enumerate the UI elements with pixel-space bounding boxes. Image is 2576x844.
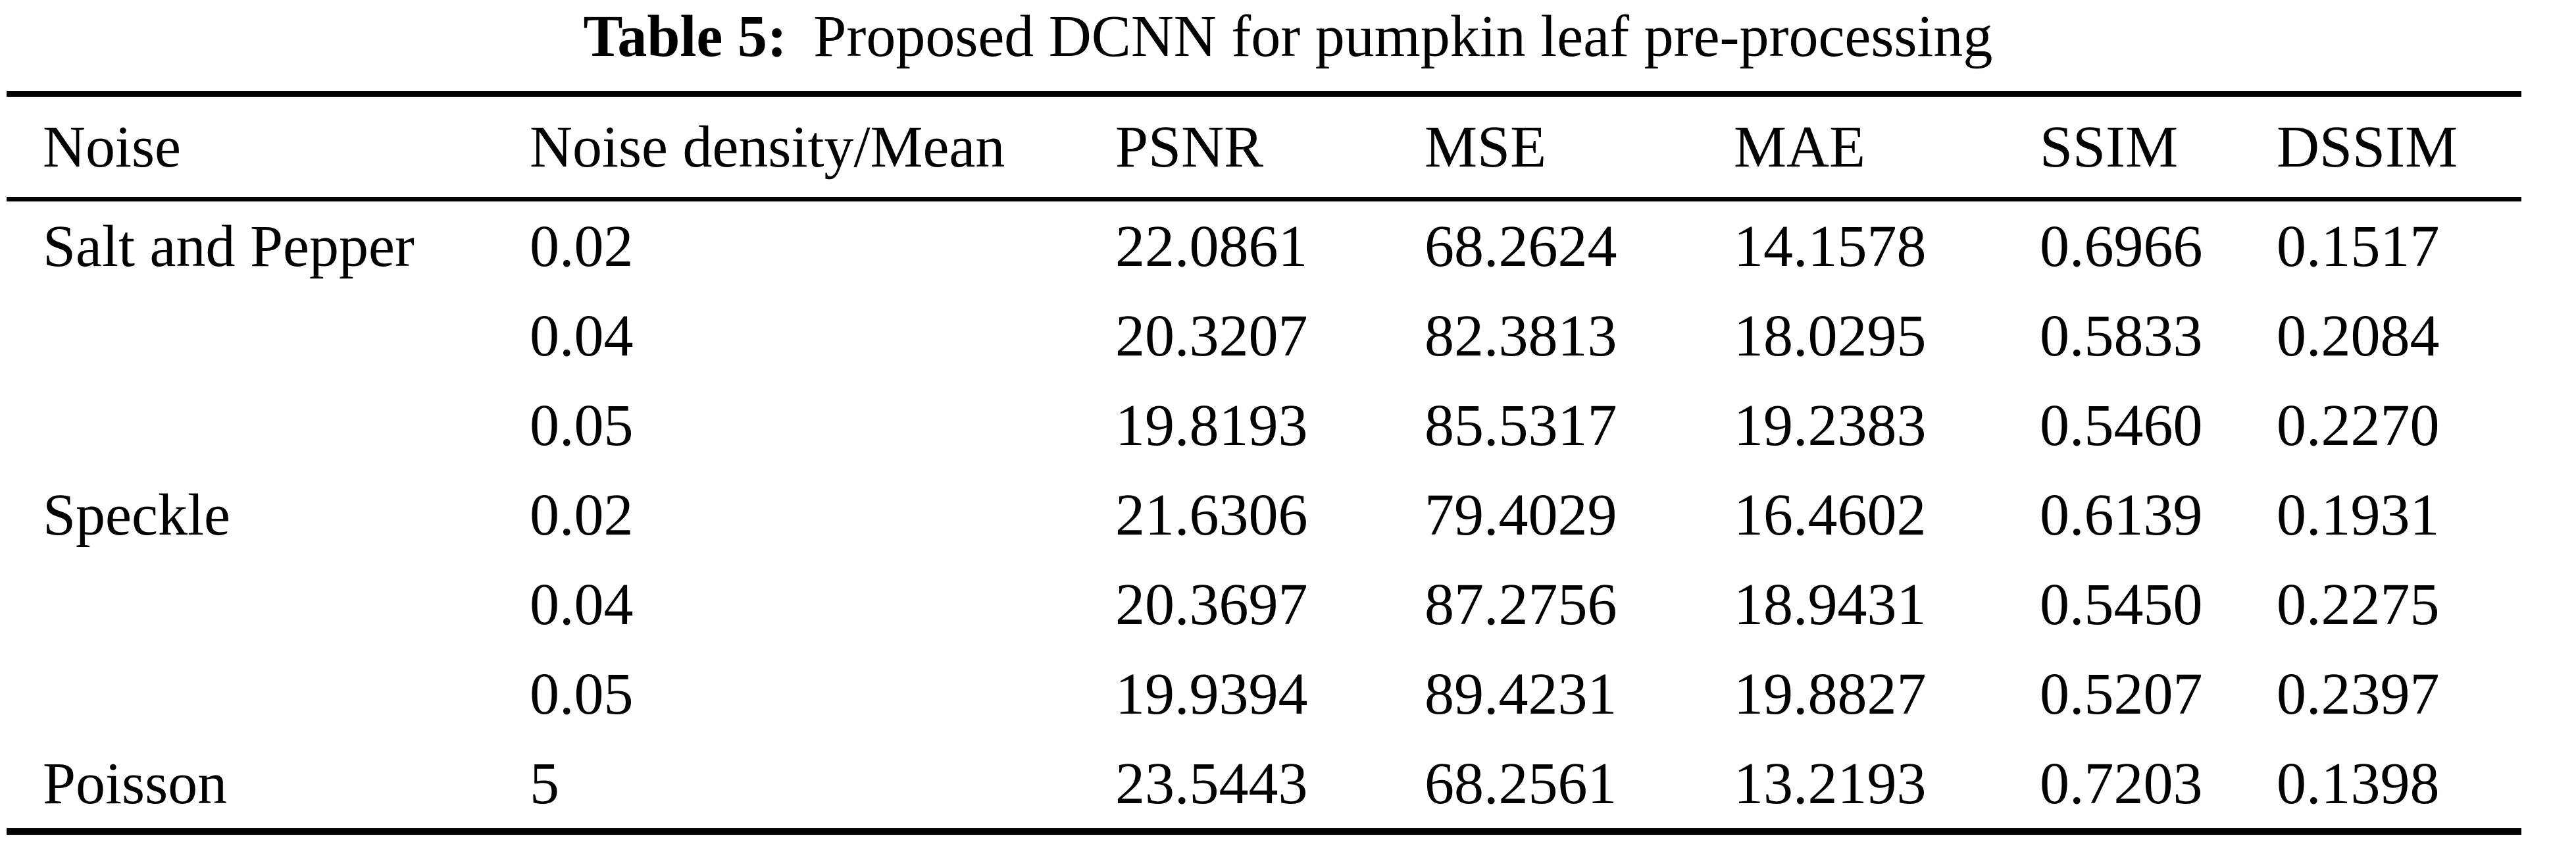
table-row: 0.04 20.3697 87.2756 18.9431 0.5450 0.22…	[7, 560, 2521, 649]
col-header-mse: MSE	[1388, 93, 1698, 201]
cell-noise: Poisson	[43, 751, 228, 816]
cell-density: 0.02	[530, 213, 634, 279]
cell-mae: 14.1578	[1734, 213, 1927, 279]
cell-density: 0.02	[530, 482, 634, 548]
cell-psnr: 22.0861	[1115, 213, 1308, 279]
table-caption: Table 5: Proposed DCNN for pumpkin leaf p…	[0, 0, 2576, 74]
col-header-ssim: SSIM	[2004, 93, 2240, 201]
table-caption-label: Table 5:	[583, 4, 787, 69]
col-header-density: Noise density/Mean	[493, 93, 1079, 201]
cell-dssim: 0.2275	[2277, 571, 2440, 637]
cell-mae: 18.9431	[1734, 571, 1927, 637]
col-header-psnr: PSNR	[1079, 93, 1388, 201]
cell-noise: Salt and Pepper	[43, 213, 415, 279]
table-row: 0.05 19.9394 89.4231 19.8827 0.5207 0.23…	[7, 649, 2521, 739]
cell-mse: 68.2561	[1425, 751, 1617, 816]
cell-dssim: 0.1398	[2277, 751, 2440, 816]
cell-density: 5	[530, 751, 559, 816]
cell-ssim: 0.5450	[2040, 571, 2203, 637]
cell-mse: 79.4029	[1425, 482, 1617, 548]
cell-mse: 87.2756	[1425, 571, 1617, 637]
cell-mae: 19.2383	[1734, 392, 1927, 458]
cell-psnr: 20.3207	[1115, 303, 1308, 369]
cell-mse: 89.4231	[1425, 661, 1617, 727]
cell-ssim: 0.5833	[2040, 303, 2203, 369]
cell-mse: 82.3813	[1425, 303, 1617, 369]
cell-ssim: 0.6139	[2040, 482, 2203, 548]
cell-mse: 68.2624	[1425, 213, 1617, 279]
cell-density: 0.05	[530, 392, 634, 458]
header-row: Noise Noise density/Mean PSNR MSE MAE SS…	[7, 93, 2521, 201]
table-row: 0.05 19.8193 85.5317 19.2383 0.5460 0.22…	[7, 381, 2521, 470]
col-header-mae: MAE	[1698, 93, 2004, 201]
cell-dssim: 0.2084	[2277, 303, 2440, 369]
cell-noise: Speckle	[43, 482, 230, 548]
cell-psnr: 20.3697	[1115, 571, 1308, 637]
cell-ssim: 0.6966	[2040, 213, 2203, 279]
table-row: Speckle 0.02 21.6306 79.4029 16.4602 0.6…	[7, 470, 2521, 560]
cell-mae: 16.4602	[1734, 482, 1927, 548]
cell-psnr: 23.5443	[1115, 751, 1308, 816]
cell-ssim: 0.5460	[2040, 392, 2203, 458]
cell-noise	[7, 381, 493, 470]
col-header-dssim: DSSIM	[2240, 93, 2521, 201]
table-row: Salt and Pepper 0.02 22.0861 68.2624 14.…	[7, 199, 2521, 292]
cell-mse: 85.5317	[1425, 392, 1617, 458]
cell-dssim: 0.1517	[2277, 213, 2440, 279]
table-caption-text: Proposed DCNN for pumpkin leaf pre-proce…	[813, 4, 1993, 69]
table-row: Poisson 5 23.5443 68.2561 13.2193 0.7203…	[7, 739, 2521, 831]
cell-psnr: 19.8193	[1115, 392, 1308, 458]
cell-density: 0.04	[530, 571, 634, 637]
table-row: 0.04 20.3207 82.3813 18.0295 0.5833 0.20…	[7, 291, 2521, 381]
cell-psnr: 21.6306	[1115, 482, 1308, 548]
cell-density: 0.05	[530, 661, 634, 727]
results-table: Noise Noise density/Mean PSNR MSE MAE SS…	[7, 91, 2521, 835]
cell-mae: 18.0295	[1734, 303, 1927, 369]
cell-dssim: 0.2397	[2277, 661, 2440, 727]
cell-dssim: 0.2270	[2277, 392, 2440, 458]
cell-noise	[7, 560, 493, 649]
cell-ssim: 0.5207	[2040, 661, 2203, 727]
cell-mae: 19.8827	[1734, 661, 1927, 727]
cell-mae: 13.2193	[1734, 751, 1927, 816]
cell-dssim: 0.1931	[2277, 482, 2440, 548]
col-header-noise: Noise	[7, 93, 493, 201]
cell-density: 0.04	[530, 303, 634, 369]
cell-noise	[7, 649, 493, 739]
cell-noise	[7, 291, 493, 381]
cell-psnr: 19.9394	[1115, 661, 1308, 727]
cell-ssim: 0.7203	[2040, 751, 2203, 816]
